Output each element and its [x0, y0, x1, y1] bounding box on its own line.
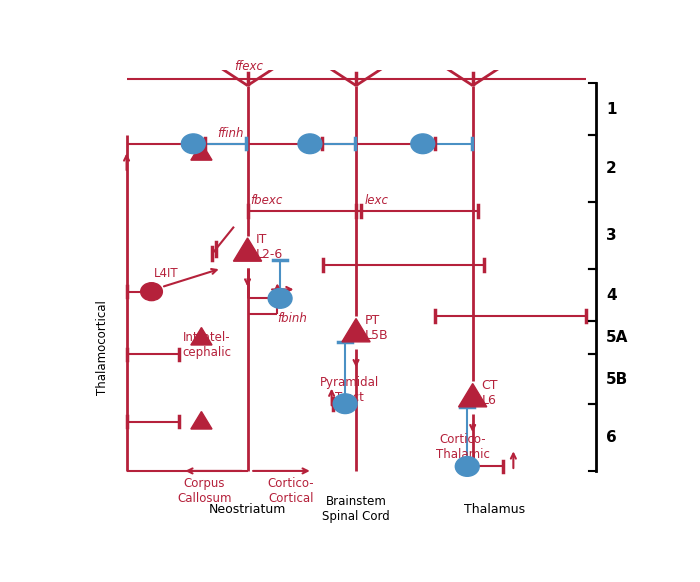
Circle shape: [411, 134, 435, 154]
Circle shape: [298, 134, 322, 154]
Text: Thalamocortical: Thalamocortical: [96, 300, 108, 395]
Circle shape: [455, 457, 480, 476]
Text: Neostriatum: Neostriatum: [209, 502, 286, 516]
Text: Cortico-
Cortical: Cortico- Cortical: [267, 477, 314, 505]
Polygon shape: [191, 328, 212, 345]
Polygon shape: [458, 384, 486, 407]
Text: fbinh: fbinh: [277, 312, 307, 325]
Text: Brainstem
Spinal Cord: Brainstem Spinal Cord: [322, 495, 390, 523]
Text: PT
L5B: PT L5B: [365, 314, 388, 342]
Text: ffinh: ffinh: [218, 127, 244, 140]
Text: Intratel-
cephalic: Intratel- cephalic: [182, 331, 231, 360]
Text: 2: 2: [606, 161, 617, 176]
Text: L4IT: L4IT: [154, 268, 179, 281]
Text: Thalamus: Thalamus: [464, 502, 525, 516]
Text: lexc: lexc: [364, 194, 388, 207]
Circle shape: [181, 134, 205, 154]
Text: IT
L2-6: IT L2-6: [256, 233, 284, 261]
Text: ffexc: ffexc: [234, 61, 263, 73]
Polygon shape: [191, 411, 212, 429]
Text: 5A: 5A: [606, 330, 629, 345]
Text: Corpus
Callosum: Corpus Callosum: [177, 477, 232, 505]
Text: 3: 3: [606, 228, 617, 243]
Text: 5B: 5B: [606, 371, 629, 386]
Text: fbexc: fbexc: [251, 194, 283, 207]
Text: 4: 4: [606, 288, 617, 303]
Circle shape: [268, 289, 292, 308]
Text: Pyramidal
Tract: Pyramidal Tract: [320, 376, 379, 404]
Polygon shape: [191, 143, 212, 160]
Circle shape: [141, 283, 162, 301]
Text: CT
L6: CT L6: [482, 378, 498, 406]
Text: Cortico-
Thalamic: Cortico- Thalamic: [436, 433, 490, 461]
Polygon shape: [233, 238, 262, 261]
Circle shape: [333, 394, 357, 414]
Text: 1: 1: [606, 101, 617, 116]
Polygon shape: [342, 318, 370, 342]
Text: 6: 6: [606, 430, 617, 445]
